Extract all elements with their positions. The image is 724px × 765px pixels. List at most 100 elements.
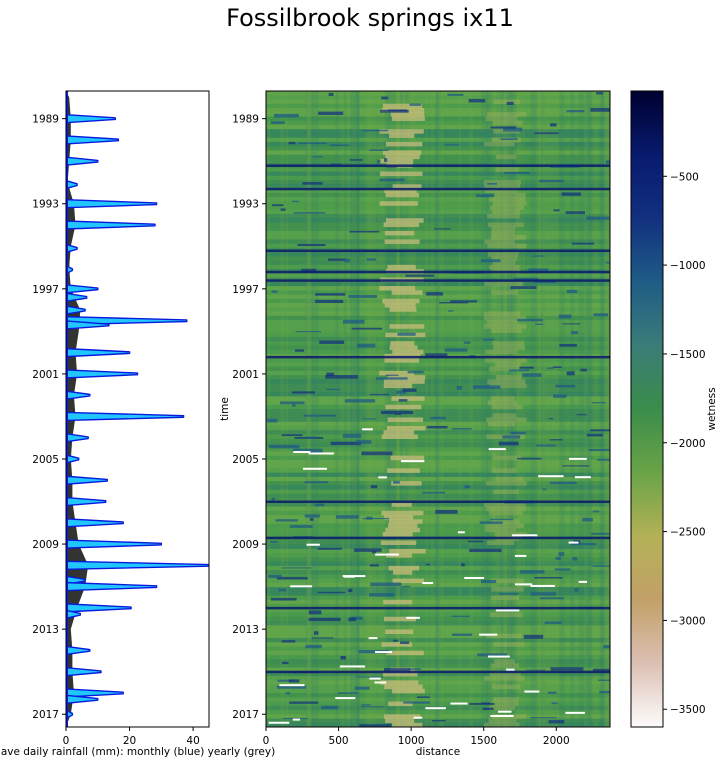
heatmap-column-texture	[606, 91, 610, 727]
heatmap-row	[266, 404, 610, 410]
wet-patch	[271, 204, 284, 207]
wet-patch	[281, 434, 303, 437]
wet-patch	[554, 568, 571, 571]
heatmap-column-texture	[542, 91, 548, 727]
wet-patch	[366, 258, 377, 261]
heatmap-row	[266, 332, 610, 338]
wet-patch	[490, 126, 517, 129]
monthly-rainfall-peak	[66, 496, 107, 507]
wet-patch	[570, 543, 597, 546]
heatmap-row	[266, 697, 610, 702]
dry-cell	[386, 650, 424, 656]
wet-patch	[566, 289, 578, 294]
dry-cell	[492, 341, 525, 346]
missing-data-gap	[479, 633, 498, 636]
heatmap-column-texture	[547, 91, 552, 727]
wet-patch	[399, 641, 410, 644]
missing-data-gap	[524, 690, 540, 693]
heatmap-row	[266, 362, 610, 367]
heatmap-row	[266, 383, 610, 389]
missing-data-gap	[568, 541, 579, 544]
missing-data-gap	[506, 668, 515, 671]
heatmap-column-texture	[280, 91, 284, 727]
wet-patch	[509, 369, 530, 372]
missing-data-gap	[538, 475, 564, 478]
dry-cell	[489, 383, 527, 389]
dry-cell	[390, 455, 425, 461]
missing-data-gap	[488, 448, 506, 451]
wetness-x-tick-label: 500	[329, 735, 349, 747]
heatmap-row	[266, 379, 610, 384]
heatmap-row	[266, 192, 610, 198]
heatmap-row	[266, 604, 610, 609]
heatmap-column-texture	[516, 91, 522, 727]
wet-patch	[359, 724, 392, 727]
wet-patch	[369, 149, 389, 151]
dry-cell	[391, 481, 422, 486]
heatmap-row	[266, 587, 610, 592]
wet-patch	[369, 564, 379, 567]
wet-patch	[393, 480, 400, 484]
wet-patch	[425, 563, 430, 566]
dry-cell	[391, 290, 423, 295]
heatmap-column-texture	[586, 91, 592, 727]
heatmap-row	[266, 650, 610, 656]
wet-patch	[451, 633, 473, 636]
dry-cell	[490, 663, 519, 668]
wet-patch	[313, 631, 319, 635]
heatmap-row	[266, 252, 610, 257]
wet-patch	[468, 98, 486, 103]
wet-patch	[330, 441, 361, 446]
dry-cell	[485, 188, 517, 194]
heatmap-row	[266, 315, 610, 321]
heatmap-row	[266, 468, 610, 473]
dry-cell	[392, 184, 422, 189]
heatmap-column-texture	[495, 91, 501, 727]
wet-patch	[590, 108, 610, 112]
wet-patch	[338, 692, 359, 694]
heatmap-row	[266, 311, 610, 317]
missing-data-gap	[406, 616, 420, 619]
wet-patch	[385, 374, 399, 376]
wet-patch	[326, 372, 335, 377]
wet-patch	[369, 593, 395, 597]
wet-patch	[473, 385, 501, 389]
wet-patch	[362, 129, 389, 132]
dry-cell	[380, 171, 423, 177]
wet-patch	[301, 268, 317, 273]
dry-cell	[491, 230, 516, 236]
dry-cell	[381, 510, 424, 516]
wet-patch	[596, 92, 604, 95]
wet-patch	[327, 258, 346, 261]
wet-patch	[517, 318, 543, 322]
heatmap-row	[266, 120, 610, 126]
heatmap-row	[266, 442, 610, 448]
wet-patch	[336, 515, 359, 519]
wet-patch	[572, 242, 595, 245]
heatmap-column-texture	[436, 91, 439, 727]
dry-cell	[488, 197, 526, 202]
heatmap-row	[266, 616, 610, 622]
heatmap-row	[266, 392, 610, 397]
wet-patch	[285, 692, 290, 695]
heatmap-row	[266, 95, 610, 100]
wet-patch	[503, 171, 530, 174]
heatmap-row	[266, 684, 610, 690]
wet-patch	[544, 621, 562, 624]
heatmap-column-texture	[356, 91, 360, 727]
dry-cell	[383, 714, 421, 719]
heatmap-column-texture	[353, 91, 360, 727]
heatmap-row	[266, 485, 610, 490]
heatmap-column-texture	[367, 91, 376, 727]
heatmap-column-texture	[469, 91, 474, 727]
heatmap-column-texture	[377, 91, 385, 727]
dry-cell	[389, 548, 426, 554]
dry-cell	[381, 434, 418, 439]
dry-cell	[495, 362, 522, 367]
rainfall-y-tick-label: 2001	[32, 369, 59, 381]
heatmap-column-texture	[435, 91, 441, 727]
wetness-y-tick-label: 1997	[232, 284, 259, 296]
heatmap-column-texture	[570, 91, 575, 727]
heatmap-column-texture	[307, 91, 311, 727]
heatmap-column-texture	[535, 91, 542, 727]
